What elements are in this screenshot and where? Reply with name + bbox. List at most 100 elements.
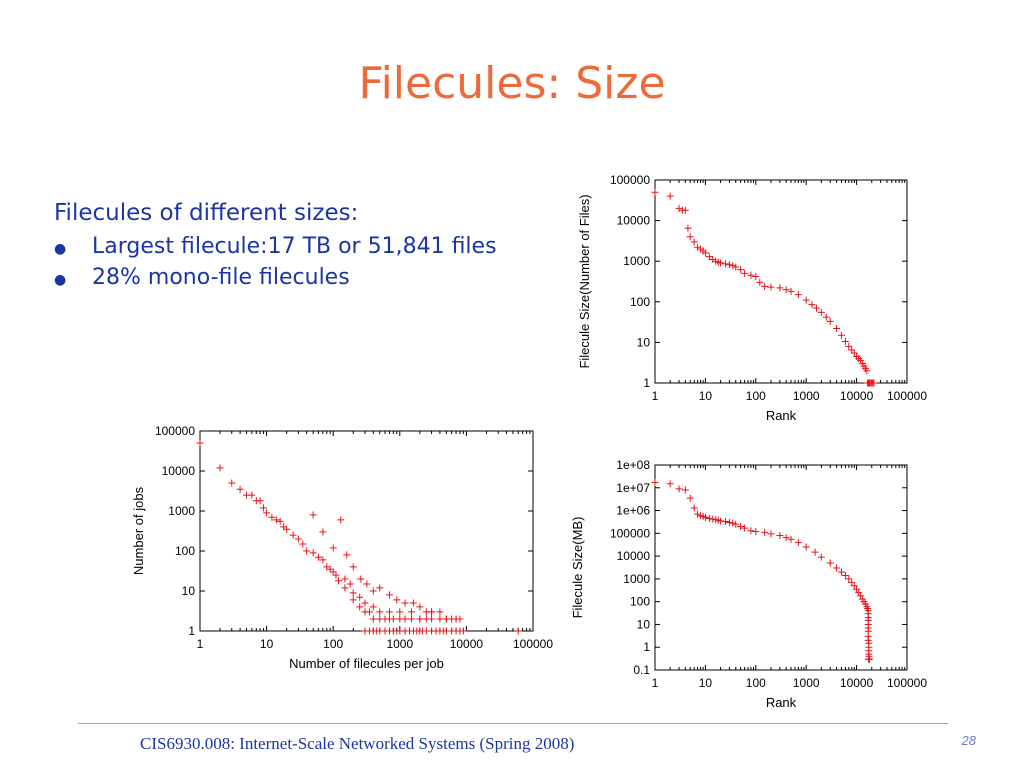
y-tick-label: 10	[637, 617, 651, 631]
data-point	[334, 577, 342, 585]
data-point	[389, 615, 397, 623]
data-point	[717, 259, 725, 267]
data-point	[337, 516, 345, 524]
data-point	[666, 192, 674, 200]
data-point	[690, 504, 698, 512]
data-point	[356, 603, 364, 611]
data-point	[833, 324, 841, 332]
x-tick-label: 100000	[887, 676, 927, 690]
y-tick-label: 1	[643, 640, 650, 654]
data-point	[747, 527, 755, 535]
data-point	[857, 356, 865, 364]
data-point	[694, 510, 702, 518]
data-point	[401, 599, 409, 607]
y-tick-label: 10000	[617, 214, 651, 228]
data-point	[837, 568, 845, 576]
y-tick-label: 1e+07	[616, 481, 650, 495]
data-point	[268, 513, 276, 521]
bullet-item-largest: ● Largest filecule:17 TB or 51,841 files	[54, 234, 574, 259]
data-point	[686, 233, 694, 241]
data-point	[732, 263, 740, 271]
bullet-text: 28% mono-file filecules	[92, 265, 350, 290]
data-point	[329, 544, 337, 552]
data-point	[837, 331, 845, 339]
data-point	[369, 587, 377, 595]
data-point	[863, 603, 871, 611]
data-point	[228, 479, 236, 487]
data-point	[343, 551, 351, 559]
y-tick-label: 10000	[617, 549, 651, 563]
data-point	[761, 282, 769, 290]
y-tick-label: 10	[182, 584, 196, 598]
data-point	[666, 480, 674, 488]
y-axis-label: Number of jobs	[131, 486, 146, 575]
x-tick-label: 100000	[887, 389, 927, 403]
data-point	[721, 260, 729, 268]
y-tick-label: 100	[630, 295, 650, 309]
data-point	[408, 615, 416, 623]
data-point	[283, 525, 291, 533]
data-point	[361, 599, 369, 607]
x-tick-label: 10000	[450, 637, 484, 651]
chart-filecule-size-mb: 1 10 100 1000 10000 1000000.11101001000100001…	[570, 458, 927, 710]
data-point	[409, 599, 417, 607]
y-tick-label: 100	[630, 595, 650, 609]
data-point	[776, 532, 784, 540]
data-point	[705, 253, 713, 261]
y-axis-label: Filecule Size(Number of Files)	[577, 194, 592, 368]
chart-filecule-size-files: 1 10 100 1000 10000 100000 1 10 100 1000 10000 1000…	[577, 173, 927, 423]
y-tick-label: 1e+06	[616, 504, 650, 518]
data-point	[436, 615, 444, 623]
x-tick-label: 100	[323, 637, 343, 651]
x-tick-label: 1000	[793, 676, 820, 690]
x-tick-label: 1	[652, 389, 659, 403]
data-point	[314, 553, 322, 561]
data-point	[276, 517, 284, 525]
data-point	[408, 608, 416, 616]
data-point	[396, 608, 404, 616]
chart-filecules-per-job: 1 10 100 1000 10000 100000 1 10 100 1000 10000 1000…	[131, 424, 553, 671]
data-point	[776, 284, 784, 292]
data-point	[401, 615, 409, 623]
plot-frame	[654, 179, 908, 384]
y-tick-label: 100000	[610, 526, 650, 540]
data-point	[794, 538, 802, 546]
data-point	[675, 485, 683, 493]
data-point	[294, 535, 302, 543]
data-point	[690, 238, 698, 246]
x-tick-label: 10	[699, 676, 713, 690]
data-point	[841, 338, 849, 346]
plot-frame	[199, 430, 534, 632]
data-point	[833, 564, 841, 572]
data-point	[864, 636, 872, 644]
data-point	[850, 349, 858, 357]
data-point	[428, 615, 436, 623]
data-point	[741, 524, 749, 532]
data-point	[845, 575, 853, 583]
bullet-item-mono: ● 28% mono-file filecules	[54, 265, 574, 290]
data-point	[369, 615, 377, 623]
x-tick-label: 100000	[513, 637, 553, 651]
data-point	[356, 593, 364, 601]
bullet-text: Largest filecule:17 TB or 51,841 files	[92, 234, 497, 259]
data-point	[717, 517, 725, 525]
bullet-dot-icon: ●	[54, 272, 67, 288]
data-point	[701, 249, 709, 257]
data-point	[870, 379, 878, 387]
x-tick-label: 10	[260, 637, 274, 651]
data-point	[782, 534, 790, 542]
bullet-intro: Filecules of different sizes:	[54, 200, 359, 226]
data-point	[725, 518, 733, 526]
data-point	[363, 580, 371, 588]
data-point	[376, 608, 384, 616]
data-point	[299, 540, 307, 548]
data-point	[729, 519, 737, 527]
data-point	[721, 518, 729, 526]
data-point	[826, 317, 834, 325]
data-point	[651, 479, 659, 487]
x-tick-label: 1000	[793, 389, 820, 403]
data-point	[845, 342, 853, 350]
data-point	[681, 206, 689, 214]
data-point	[346, 580, 354, 588]
data-point	[332, 571, 340, 579]
